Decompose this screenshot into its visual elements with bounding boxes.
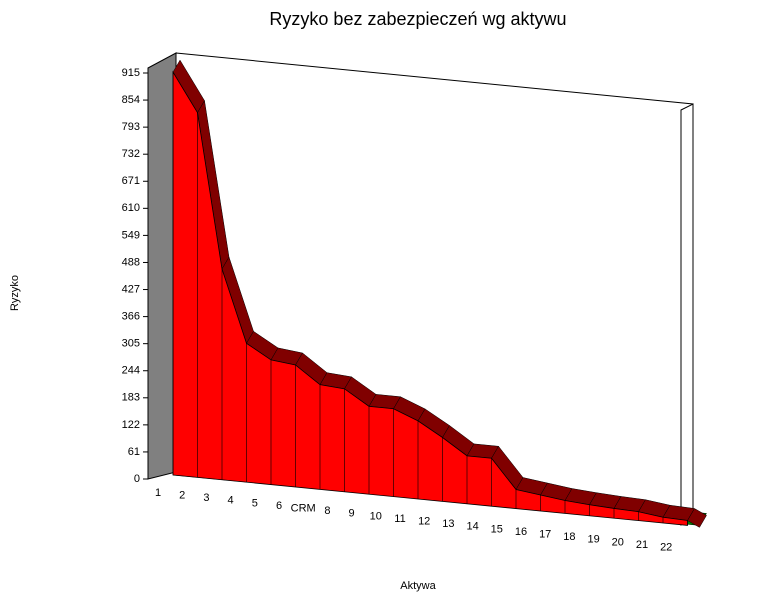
x-tick-label: 3 <box>203 492 209 504</box>
y-tick-label: 61 <box>128 446 140 458</box>
y-tick-label: 122 <box>122 419 140 431</box>
y-tick-label: 549 <box>122 229 140 241</box>
x-tick-label: 6 <box>276 500 282 512</box>
x-tick-label: 15 <box>491 523 503 535</box>
x-tick-label: CRM <box>291 503 316 515</box>
y-tick-label: 244 <box>122 365 140 377</box>
x-tick-label: 12 <box>418 516 430 528</box>
y-tick-label: 0 <box>134 473 140 485</box>
x-tick-label: 8 <box>324 505 330 517</box>
x-tick-label: 5 <box>252 497 258 509</box>
y-tick-label: 732 <box>122 148 140 160</box>
x-tick-label: 21 <box>636 539 648 551</box>
y-tick-label: 183 <box>122 392 140 404</box>
x-tick-label: 17 <box>539 529 551 541</box>
x-tick-label: 4 <box>228 495 234 507</box>
x-tick-label: 10 <box>370 510 382 522</box>
area-top <box>687 508 707 528</box>
y-tick-label: 427 <box>122 283 140 295</box>
y-tick-label: 305 <box>122 338 140 350</box>
left-wall <box>147 52 177 480</box>
y-tick-label: 854 <box>122 94 140 106</box>
x-tick-label: 20 <box>612 536 624 548</box>
x-tick-label: 18 <box>563 531 575 543</box>
y-tick-label: 610 <box>122 202 140 214</box>
x-tick-label: 14 <box>466 521 478 533</box>
y-tick-label: 915 <box>122 67 140 79</box>
x-tick-label: 16 <box>515 526 527 538</box>
x-tick-label: 22 <box>660 542 672 554</box>
chart-title: Ryzyko bez zabezpieczeń wg aktywu <box>269 9 566 29</box>
x-tick-label: 11 <box>394 513 405 525</box>
x-tick-label: 1 <box>155 487 161 499</box>
y-axis-title: Ryzyko <box>9 275 21 311</box>
y-tick-label: 488 <box>122 256 140 268</box>
x-tick-label: 19 <box>587 534 599 546</box>
x-tick-label: 2 <box>179 490 185 502</box>
y-tick-label: 671 <box>122 175 140 187</box>
x-tick-label: 9 <box>349 508 355 520</box>
x-axis-title: Aktywa <box>400 580 436 592</box>
y-tick-label: 366 <box>122 311 140 323</box>
y-tick-label: 793 <box>122 121 140 133</box>
x-tick-label: 13 <box>442 518 454 530</box>
right-wall <box>680 103 694 526</box>
